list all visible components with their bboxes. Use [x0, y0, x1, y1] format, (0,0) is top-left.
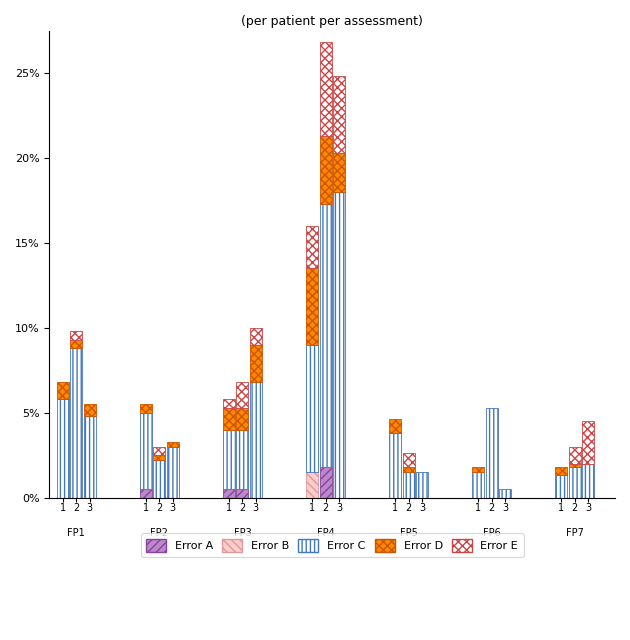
Bar — [499, 489, 511, 497]
Bar — [403, 472, 415, 497]
Bar — [236, 382, 248, 408]
Bar — [84, 416, 96, 497]
Bar — [333, 153, 345, 192]
Text: FP3: FP3 — [234, 528, 251, 538]
Bar — [569, 447, 581, 463]
Bar — [306, 226, 318, 268]
Bar — [223, 489, 235, 497]
Bar — [223, 399, 235, 408]
Bar — [306, 472, 318, 497]
Bar — [472, 472, 484, 497]
Bar — [319, 42, 331, 136]
Bar — [333, 76, 345, 153]
Bar — [223, 408, 235, 429]
Bar — [167, 447, 179, 497]
Text: FP4: FP4 — [317, 528, 335, 538]
Bar — [319, 136, 331, 204]
Bar — [582, 421, 594, 463]
Bar — [140, 489, 152, 497]
Bar — [333, 192, 345, 497]
Bar — [236, 429, 248, 489]
Legend: Error A, Error B, Error C, Error D, Error E: Error A, Error B, Error C, Error D, Erro… — [141, 534, 524, 557]
Bar — [70, 348, 83, 497]
Bar — [306, 345, 318, 472]
Bar — [319, 467, 331, 497]
Bar — [569, 463, 581, 467]
Bar — [250, 345, 262, 382]
Bar — [472, 467, 484, 472]
Title: (per patient per assessment): (per patient per assessment) — [241, 15, 423, 28]
Bar — [84, 404, 96, 416]
Bar — [582, 463, 594, 497]
Bar — [140, 413, 152, 489]
Bar — [70, 331, 83, 340]
Bar — [556, 467, 568, 476]
Bar — [153, 447, 166, 455]
Bar — [319, 204, 331, 467]
Bar — [403, 453, 415, 467]
Bar — [140, 404, 152, 413]
Text: FP1: FP1 — [67, 528, 85, 538]
Bar — [153, 455, 166, 460]
Bar — [556, 476, 568, 497]
Bar — [403, 467, 415, 472]
Bar — [569, 467, 581, 497]
Bar — [236, 408, 248, 429]
Bar — [167, 442, 179, 447]
Bar — [153, 460, 166, 497]
Bar — [486, 408, 498, 497]
Bar — [70, 340, 83, 348]
Bar — [223, 429, 235, 489]
Bar — [250, 382, 262, 497]
Bar — [236, 489, 248, 497]
Text: FP6: FP6 — [483, 528, 501, 538]
Bar — [389, 419, 401, 433]
Bar — [57, 399, 69, 497]
Bar — [389, 433, 401, 497]
Bar — [250, 328, 262, 345]
Bar — [57, 382, 69, 399]
Text: FP5: FP5 — [399, 528, 418, 538]
Text: FP7: FP7 — [566, 528, 584, 538]
Bar — [306, 268, 318, 345]
Bar — [416, 472, 428, 497]
Text: FP2: FP2 — [151, 528, 168, 538]
